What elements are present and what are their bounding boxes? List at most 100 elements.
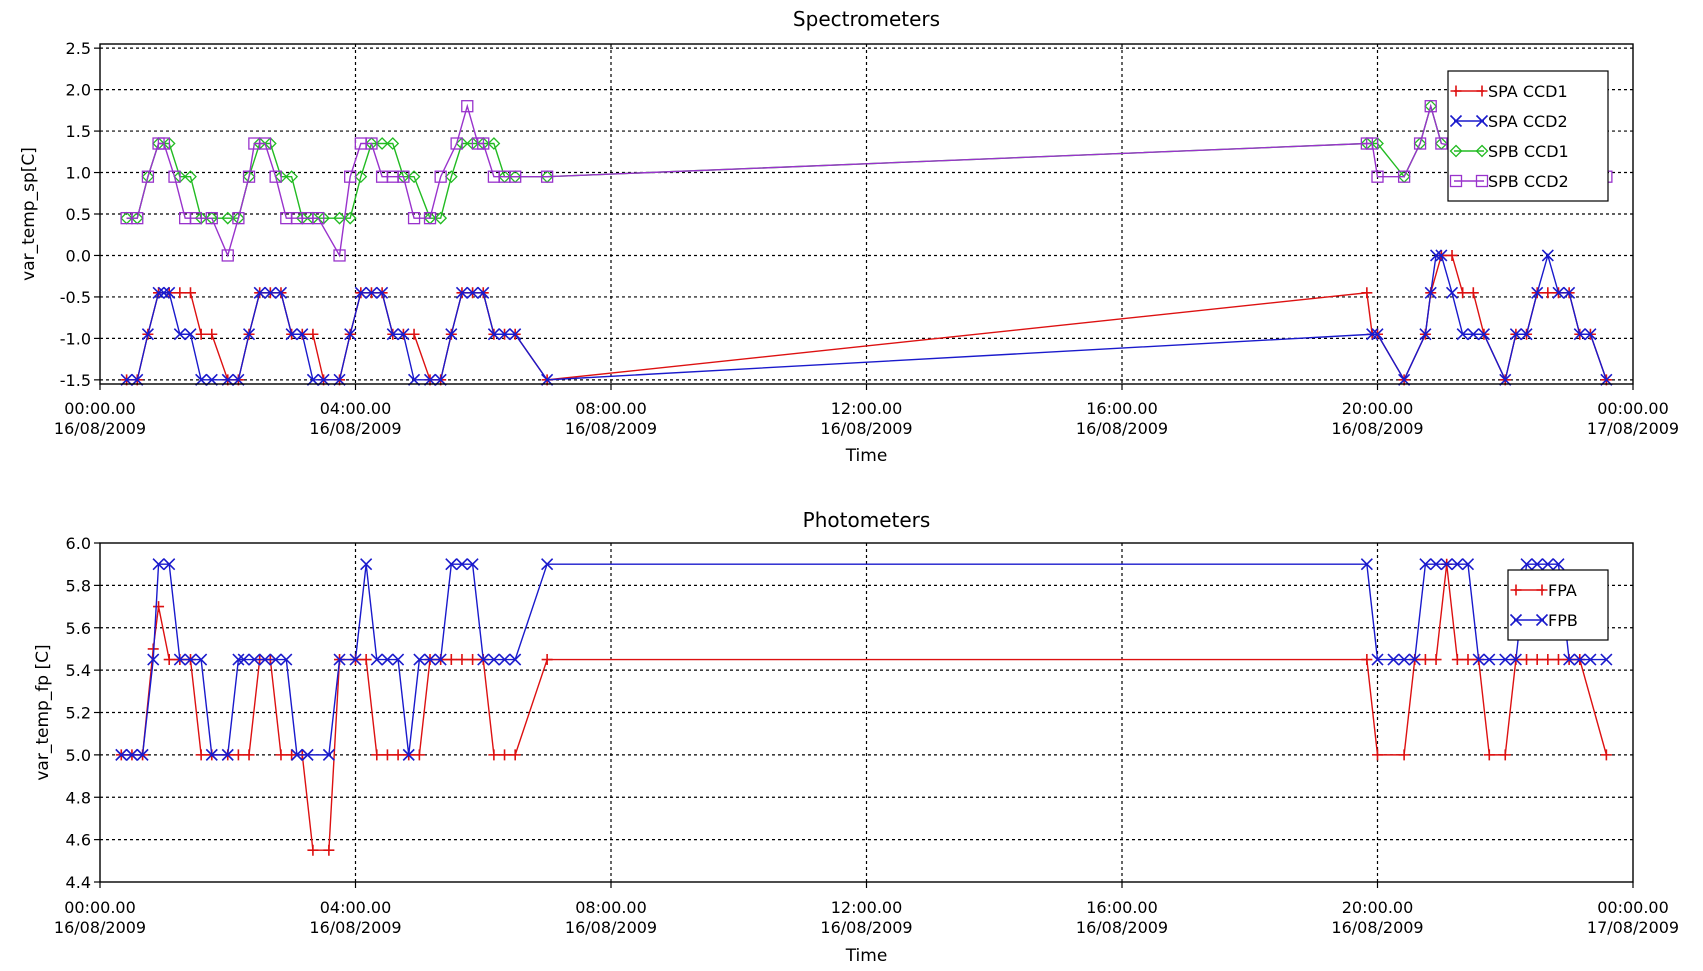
x-tick-time: 12:00.00: [831, 399, 903, 418]
x-tick-date: 16/08/2009: [820, 918, 912, 937]
legend-marker: [1475, 174, 1489, 188]
x-tick-date: 16/08/2009: [1076, 918, 1168, 937]
data-point: [397, 170, 410, 183]
plot-frame: [99, 542, 1634, 883]
legend-label: SPA CCD1: [1488, 82, 1568, 101]
data-point: [1371, 653, 1384, 666]
data-point: [343, 211, 357, 225]
data-point: [477, 286, 490, 299]
data-point: [1419, 654, 1431, 666]
data-point: [1600, 749, 1612, 761]
y-tick-label: 4.8: [66, 788, 91, 807]
x-tick-date: 16/08/2009: [309, 918, 401, 937]
data-point: [1477, 328, 1491, 341]
data-point: [1457, 287, 1469, 299]
data-point: [333, 249, 346, 262]
data-point: [1521, 654, 1533, 666]
x-tick-date: 16/08/2009: [54, 419, 146, 438]
data-point: [221, 249, 234, 262]
data-point: [1387, 653, 1400, 666]
data-point: [381, 749, 393, 761]
data-point: [1584, 328, 1597, 341]
legend-box: [1447, 70, 1609, 202]
data-point: [136, 748, 149, 761]
data-point: [1398, 653, 1411, 666]
x-tick-date: 16/08/2009: [565, 419, 657, 438]
x-tick-time: 16:00.00: [1086, 399, 1158, 418]
data-point: [386, 328, 399, 341]
data-point: [264, 286, 277, 299]
data-point: [221, 748, 234, 761]
data-point: [269, 170, 282, 183]
y-tick-label: -1.5: [60, 371, 91, 390]
y-tick-label: -0.5: [60, 288, 91, 307]
data-point: [375, 137, 389, 150]
y-tick-label: 6.0: [66, 534, 91, 553]
x-tick-time: 12:00.00: [831, 898, 903, 917]
data-point: [333, 653, 346, 666]
data-point: [1552, 654, 1564, 666]
data-point: [173, 653, 186, 666]
data-point: [360, 558, 373, 571]
data-point: [157, 137, 171, 150]
data-point: [365, 137, 378, 150]
data-point: [1531, 654, 1543, 666]
data-point: [445, 654, 457, 666]
data-point: [1531, 286, 1544, 299]
data-point: [1366, 328, 1379, 341]
data-point: [285, 328, 298, 341]
data-point: [509, 749, 521, 761]
data-point: [1541, 558, 1554, 571]
data-point: [444, 170, 458, 184]
y-tick-label: 5.2: [66, 704, 91, 723]
data-point: [275, 749, 287, 761]
data-point: [455, 286, 469, 299]
data-point: [487, 653, 500, 666]
data-point: [285, 170, 299, 184]
legend: FPA FPB: [1507, 569, 1609, 641]
data-point: [290, 748, 304, 761]
series-line: [121, 564, 1608, 851]
data-point: [301, 748, 314, 761]
data-point: [237, 653, 250, 666]
data-point: [381, 653, 394, 666]
legend-marker: [1536, 584, 1548, 596]
data-point: [1360, 558, 1373, 571]
legend-marker: [1449, 174, 1463, 188]
data-point: [307, 844, 319, 856]
data-point: [1366, 137, 1379, 150]
y-tick-label: 5.4: [66, 661, 91, 680]
x-tick-time: 00:00.00: [1597, 898, 1669, 917]
data-point: [456, 654, 468, 666]
data-point: [274, 286, 288, 299]
data-point: [258, 137, 272, 150]
data-point: [487, 137, 501, 150]
data-point: [1440, 558, 1453, 571]
data-point: [1413, 137, 1427, 150]
data-point: [1520, 328, 1533, 341]
data-point: [307, 328, 319, 340]
data-point: [280, 653, 293, 666]
data-point: [141, 170, 155, 183]
data-point: [1520, 558, 1533, 571]
data-point: [1573, 653, 1586, 666]
legend-label: SPB CCD1: [1488, 142, 1569, 161]
data-point: [157, 286, 170, 299]
data-point: [344, 328, 357, 341]
data-point: [174, 287, 186, 299]
data-point: [540, 170, 554, 183]
data-point: [1424, 100, 1437, 113]
legend-marker: [1450, 85, 1462, 97]
series-line: [126, 103, 1443, 219]
legend-marker: [1475, 144, 1489, 158]
data-point: [445, 558, 458, 571]
data-point: [509, 653, 522, 666]
data-point: [189, 211, 202, 225]
data-point: [1435, 249, 1448, 262]
data-point: [509, 328, 522, 341]
data-point: [376, 286, 389, 299]
x-tick-date: 16/08/2009: [1076, 419, 1168, 438]
data-point: [487, 328, 500, 341]
data-point: [286, 749, 298, 761]
legend-marker: [1449, 114, 1463, 128]
